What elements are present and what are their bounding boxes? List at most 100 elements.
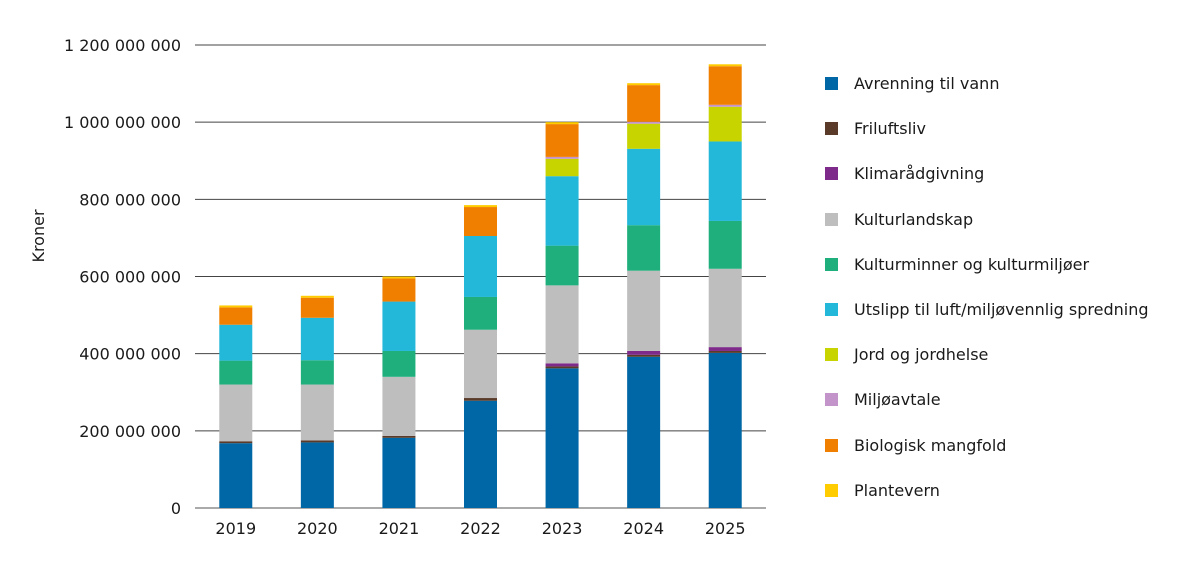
bar-segment: [382, 437, 416, 508]
legend-label: Plantevern: [854, 480, 940, 500]
legend-swatch: [825, 167, 838, 181]
y-tick-label: 400 000 000: [79, 345, 181, 364]
y-axis-ticks: 0 200 000 000 400 000 000 600 000 000 800 00…: [64, 36, 181, 518]
legend-item: Jord og jordhelse: [825, 343, 1190, 366]
bar-segment: [545, 156, 579, 159]
y-axis-label: Kroner: [29, 209, 48, 262]
bar-segment: [545, 158, 579, 177]
x-tick-label: 2021: [379, 519, 420, 538]
legend-label: Klimarådgivning: [854, 164, 985, 184]
bar-segment: [219, 443, 253, 508]
bar-segment: [545, 122, 579, 125]
bar-segment: [219, 441, 253, 444]
bar-segment: [382, 350, 416, 377]
x-tick-label: 2023: [542, 519, 583, 538]
bar-segment: [382, 435, 416, 438]
bar-segment: [708, 104, 742, 107]
legend-label: Kulturminner og kulturmiljøer: [854, 254, 1090, 274]
legend-label: Biologisk mangfold: [854, 435, 1007, 455]
bar-segment: [300, 295, 334, 298]
bar-segment: [627, 83, 661, 86]
x-tick-label: 2022: [460, 519, 501, 538]
bar-segment: [545, 124, 579, 157]
legend-item: Biologisk mangfold: [825, 434, 1190, 457]
legend-swatch: [825, 393, 838, 407]
x-tick-label: 2025: [705, 519, 746, 538]
bar-segment: [627, 123, 661, 149]
bar-segment: [464, 205, 497, 208]
bar-segment: [464, 400, 497, 508]
legend-label: Miljøavtale: [854, 390, 941, 410]
bar-segment: [627, 121, 661, 124]
bar-segment: [219, 307, 253, 325]
bar-segment: [627, 356, 661, 508]
bar-segment: [300, 442, 334, 508]
x-tick-label: 2024: [623, 519, 664, 538]
bar-segment: [382, 276, 416, 279]
bar-segment: [300, 360, 334, 385]
bar-segment: [708, 141, 742, 221]
bar-segment: [627, 270, 661, 351]
x-axis-ticks: 2019 2020 2021 2022 2023 2024 2025: [215, 519, 745, 538]
legend-label: Friluftsliv: [854, 119, 926, 139]
bar-segment: [708, 352, 742, 508]
bar-segment: [708, 268, 742, 348]
bar-segment: [300, 440, 334, 443]
x-tick-label: 2019: [215, 519, 256, 538]
y-tick-label: 200 000 000: [79, 422, 181, 441]
bar-segment: [219, 360, 253, 385]
y-tick-label: 0: [171, 499, 181, 518]
bar-segment: [708, 220, 742, 269]
legend-label: Avrenning til vann: [854, 74, 1000, 93]
legend-label: Kulturlandskap: [854, 209, 974, 229]
bar-segment: [708, 347, 742, 351]
bar-segment: [545, 285, 579, 364]
bar-segment: [627, 354, 661, 357]
bar-segment: [708, 66, 742, 105]
legend-label: Jord og jordhelse: [854, 345, 989, 365]
stacked-bar-chart: 0 200 000 000 400 000 000 600 000 000 800 00…: [29, 36, 766, 538]
bar-segment: [545, 368, 579, 508]
bar-segment: [219, 324, 253, 361]
bar-segment: [464, 329, 497, 399]
legend-swatch: [825, 438, 838, 452]
legend-swatch: [825, 348, 838, 362]
legend-item: Friluftsliv: [825, 117, 1190, 140]
bars: [219, 64, 742, 508]
bar-segment: [545, 366, 579, 369]
bar-segment: [708, 350, 742, 353]
bar-segment: [219, 305, 253, 308]
bar-segment: [708, 64, 742, 67]
x-tick-label: 2020: [297, 519, 338, 538]
legend-label: Utslipp til luft/miljøvennlig spredning: [854, 299, 1149, 319]
bar-segment: [464, 235, 497, 297]
y-tick-label: 1 000 000 000: [64, 113, 181, 132]
bar-segment: [708, 106, 742, 142]
y-tick-label: 1 200 000 000: [64, 36, 181, 55]
bar-segment: [545, 363, 579, 367]
bar-segment: [464, 207, 497, 236]
y-tick-label: 800 000 000: [79, 190, 181, 209]
bar-segment: [627, 350, 661, 355]
legend-item: Utslipp til luft/miljøvennlig spredning: [825, 298, 1190, 321]
legend-item: Plantevern: [825, 479, 1190, 502]
bar-segment: [627, 85, 661, 122]
legend-item: Kulturlandskap: [825, 208, 1190, 231]
bar-segment: [545, 245, 579, 286]
bar-segment: [464, 398, 497, 401]
bar-segment: [382, 376, 416, 436]
y-tick-label: 600 000 000: [79, 268, 181, 287]
legend-swatch: [825, 212, 838, 226]
legend-swatch: [825, 302, 838, 316]
bar-segment: [545, 176, 579, 246]
legend-item: Avrenning til vann: [825, 72, 1190, 95]
legend-item: Kulturminner og kulturmiljøer: [825, 253, 1190, 276]
legend: Avrenning til vann Friluftsliv Klimarådgiv…: [825, 72, 1190, 524]
bar-segment: [627, 225, 661, 271]
bar-segment: [219, 384, 253, 442]
legend-item: Klimarådgivning: [825, 162, 1190, 185]
legend-swatch: [825, 77, 838, 90]
bar-segment: [382, 301, 416, 351]
legend-item: Miljøavtale: [825, 388, 1190, 411]
bar-segment: [300, 384, 334, 441]
